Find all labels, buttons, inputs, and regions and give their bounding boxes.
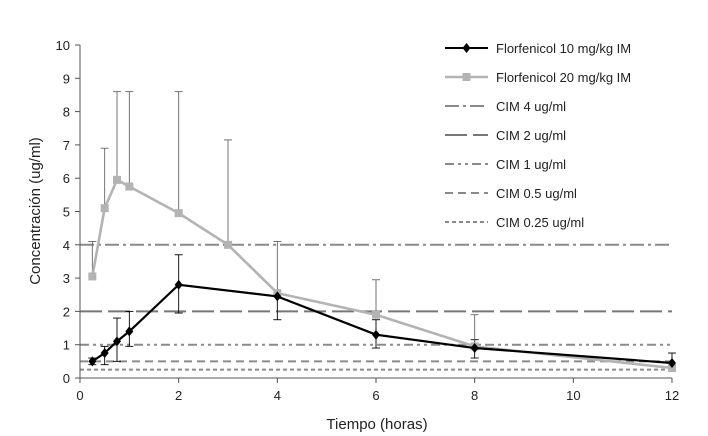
legend-label: CIM 0.25 ug/ml bbox=[496, 215, 584, 230]
x-tick-label: 6 bbox=[372, 388, 379, 403]
x-tick-label: 2 bbox=[175, 388, 182, 403]
legend-label: Florfenicol 10 mg/kg IM bbox=[496, 41, 631, 56]
y-tick-label: 4 bbox=[63, 238, 70, 253]
x-tick-label: 0 bbox=[76, 388, 83, 403]
legend-marker bbox=[462, 43, 471, 53]
data-point bbox=[372, 310, 380, 319]
data-point bbox=[100, 348, 109, 359]
series-line bbox=[91, 178, 673, 370]
data-point bbox=[88, 356, 97, 367]
data-point bbox=[174, 209, 183, 218]
series-line bbox=[91, 283, 673, 365]
x-tick-label: 4 bbox=[274, 388, 281, 403]
x-tick-label: 10 bbox=[566, 388, 580, 403]
data-point bbox=[88, 272, 97, 281]
y-axis-label: Concentración (ug/ml) bbox=[27, 137, 44, 285]
x-axis-label: Tiempo (horas) bbox=[326, 416, 427, 433]
error-bars bbox=[88, 91, 676, 372]
legend-label: CIM 2 ug/ml bbox=[496, 128, 566, 143]
legend-label: Florfenicol 20 mg/kg IM bbox=[496, 70, 631, 85]
data-point bbox=[125, 326, 134, 337]
y-tick-label: 10 bbox=[56, 38, 70, 53]
legend-label: CIM 1 ug/ml bbox=[496, 157, 566, 172]
legend: Florfenicol 10 mg/kg IM Florfenicol 20 mg… bbox=[445, 41, 631, 230]
y-tick-label: 7 bbox=[63, 138, 70, 153]
data-point bbox=[273, 291, 282, 302]
data-point bbox=[113, 175, 121, 184]
y-tick-label: 0 bbox=[63, 371, 70, 386]
data-point bbox=[100, 204, 109, 213]
y-tick-label: 8 bbox=[63, 105, 70, 120]
y-tick-label: 3 bbox=[63, 271, 70, 286]
data-point bbox=[174, 279, 183, 290]
data-point bbox=[668, 358, 676, 369]
data-point bbox=[470, 343, 479, 354]
x-tick-label: 12 bbox=[665, 388, 679, 403]
legend-label: CIM 4 ug/ml bbox=[496, 99, 566, 114]
x-tick-label: 8 bbox=[471, 388, 478, 403]
y-tick-label: 5 bbox=[63, 205, 70, 220]
data-point bbox=[113, 336, 121, 347]
y-tick-label: 1 bbox=[63, 338, 70, 353]
y-tick-label: 2 bbox=[63, 304, 70, 319]
data-point bbox=[125, 182, 134, 191]
series-lines bbox=[88, 175, 676, 373]
y-tick-label: 9 bbox=[63, 71, 70, 86]
legend-label: CIM 0.5 ug/ml bbox=[496, 186, 577, 201]
legend-marker bbox=[462, 73, 471, 81]
data-point bbox=[372, 329, 380, 340]
y-tick-label: 6 bbox=[63, 171, 70, 186]
data-point bbox=[224, 240, 232, 249]
